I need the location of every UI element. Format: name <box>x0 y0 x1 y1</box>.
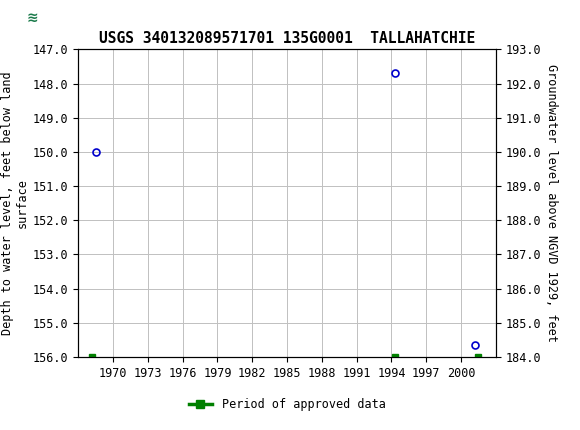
Y-axis label: Groundwater level above NGVD 1929, feet: Groundwater level above NGVD 1929, feet <box>545 64 558 342</box>
Text: ≋: ≋ <box>26 11 38 25</box>
Title: USGS 340132089571701 135G0001  TALLAHATCHIE: USGS 340132089571701 135G0001 TALLAHATCH… <box>99 31 475 46</box>
Bar <box>6 3 58 34</box>
Text: USGS: USGS <box>70 9 125 27</box>
Y-axis label: Depth to water level, feet below land
surface: Depth to water level, feet below land su… <box>1 71 29 335</box>
Legend: Period of approved data: Period of approved data <box>184 393 390 415</box>
